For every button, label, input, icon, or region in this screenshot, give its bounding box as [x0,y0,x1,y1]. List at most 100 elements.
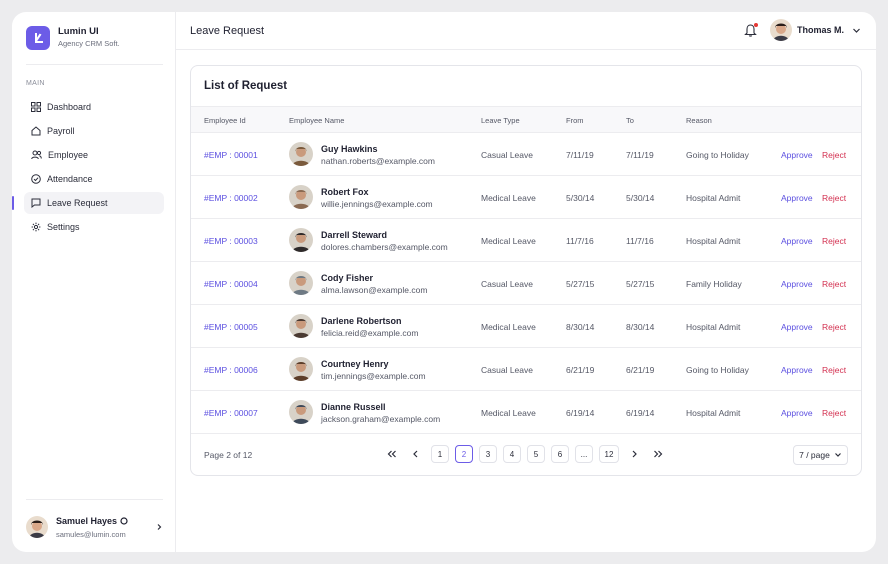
table-row[interactable]: #EMP : 00007 Dianne Russell jackson.graham… [191,391,861,434]
leave-reason: Family Holiday [686,279,742,289]
chevron-right-icon [632,450,637,458]
leave-to: 11/7/16 [626,236,654,246]
avatar [770,19,792,41]
approve-button[interactable]: Approve [781,279,813,289]
gear-icon [31,222,41,232]
top-user-name: Thomas M. [797,25,845,35]
current-user-card[interactable]: Samuel Hayes samules@lumin.com [26,512,163,542]
sidebar-item-label: Employee [48,150,89,160]
user-email: samules@lumin.com [56,529,126,539]
sidebar-item-payroll[interactable]: Payroll [24,120,164,142]
page-button-12[interactable]: 12 [599,445,619,463]
column-header: From [566,116,584,125]
prev-page-button[interactable] [407,445,425,463]
page-button-3[interactable]: 3 [479,445,497,463]
employee-name: Robert Fox [321,187,369,197]
avatar [289,142,313,166]
employee-id[interactable]: #EMP : 00001 [204,150,258,160]
table-row[interactable]: #EMP : 00003 Darrell Steward dolores.chamb… [191,219,861,262]
employee-id[interactable]: #EMP : 00005 [204,322,258,332]
leave-from: 11/7/16 [566,236,594,246]
approve-button[interactable]: Approve [781,193,813,203]
last-page-button[interactable] [649,445,667,463]
page-title: Leave Request [190,25,264,37]
sidebar-item-settings[interactable]: Settings [24,216,164,238]
chevron-right-icon[interactable] [155,523,163,531]
leave-from: 5/30/14 [566,193,595,203]
sidebar-item-employee[interactable]: Employee [24,144,164,166]
reject-button[interactable]: Reject [822,150,847,160]
approve-button[interactable]: Approve [781,236,813,246]
employee-id[interactable]: #EMP : 00002 [204,193,258,203]
employee-id[interactable]: #EMP : 00004 [204,279,258,289]
first-page-button[interactable] [383,445,401,463]
table-row[interactable]: #EMP : 00006 Courtney Henry tim.jennings@e… [191,348,861,391]
table-header: Employee Id Employee Name Leave Type Fro… [191,106,861,133]
notification-dot [754,23,758,27]
brand[interactable]: Lumin UI Agency CRM Soft. [26,26,120,50]
grid-icon [31,102,41,112]
users-icon [31,150,42,160]
leave-type: Medical Leave [481,408,536,418]
sidebar-item-attendance[interactable]: Attendance [24,168,164,190]
leave-to: 7/11/19 [626,150,654,160]
sidebar-item-dashboard[interactable]: Dashboard [24,96,164,118]
sidebar-item-label: Dashboard [47,102,92,112]
column-header: Employee Id [204,116,246,125]
sidebar-item-leave-request[interactable]: Leave Request [12,192,164,214]
chevron-down-icon [853,28,860,33]
leave-request-card: List of Request Employee Id Employee Nam… [190,65,862,476]
table-row[interactable]: #EMP : 00004 Cody Fisher alma.lawson@examp… [191,262,861,305]
approve-button[interactable]: Approve [781,365,813,375]
sidebar-item-label: Settings [47,222,80,232]
employee-email: alma.lawson@example.com [321,285,428,295]
leave-reason: Hospital Admit [686,322,741,332]
reject-button[interactable]: Reject [822,279,847,289]
leave-type: Medical Leave [481,322,536,332]
sidebar-nav: Dashboard Payroll Employee Attendance Le… [12,96,176,240]
column-header: Leave Type [481,116,520,125]
per-page-select[interactable]: 7 / page [793,445,848,465]
page-button-2[interactable]: 2 [455,445,473,463]
approve-button[interactable]: Approve [781,150,813,160]
chevron-down-icon [834,453,841,457]
leave-reason: Hospital Admit [686,408,741,418]
page-button-5[interactable]: 5 [527,445,545,463]
bell-icon [744,24,757,37]
notification-button[interactable] [744,23,758,37]
approve-button[interactable]: Approve [781,408,813,418]
leave-from: 6/19/14 [566,408,595,418]
employee-id[interactable]: #EMP : 00007 [204,408,258,418]
avatar [289,357,313,381]
employee-id[interactable]: #EMP : 00006 [204,365,258,375]
leave-to: 6/19/14 [626,408,655,418]
user-menu[interactable]: Thomas M. [770,19,861,41]
page-button-6[interactable]: 6 [551,445,569,463]
divider [26,64,163,65]
column-header: To [626,116,634,125]
table-row[interactable]: #EMP : 00002 Robert Fox willie.jennings@ex… [191,176,861,219]
employee-name: Cody Fisher [321,273,374,283]
page-button-1[interactable]: 1 [431,445,449,463]
page-button-4[interactable]: 4 [503,445,521,463]
employee-email: dolores.chambers@example.com [321,242,448,252]
verified-icon [120,516,128,525]
reject-button[interactable]: Reject [822,408,847,418]
table-row[interactable]: #EMP : 00001 Guy Hawkins nathan.roberts@ex… [191,133,861,176]
table-row[interactable]: #EMP : 00005 Darlene Robertson felicia.rei… [191,305,861,348]
user-name: Samuel Hayes [56,516,155,526]
leave-type: Medical Leave [481,236,536,246]
employee-id[interactable]: #EMP : 00003 [204,236,258,246]
reject-button[interactable]: Reject [822,193,847,203]
home-icon [31,126,41,136]
brand-logo-icon [26,26,50,50]
reject-button[interactable]: Reject [822,236,847,246]
next-page-button[interactable] [625,445,643,463]
column-header: Reason [686,116,712,125]
employee-name: Darrell Steward [321,230,388,240]
approve-button[interactable]: Approve [781,322,813,332]
reject-button[interactable]: Reject [822,322,847,332]
leave-reason: Hospital Admit [686,236,741,246]
section-label: MAIN [26,80,45,87]
reject-button[interactable]: Reject [822,365,847,375]
